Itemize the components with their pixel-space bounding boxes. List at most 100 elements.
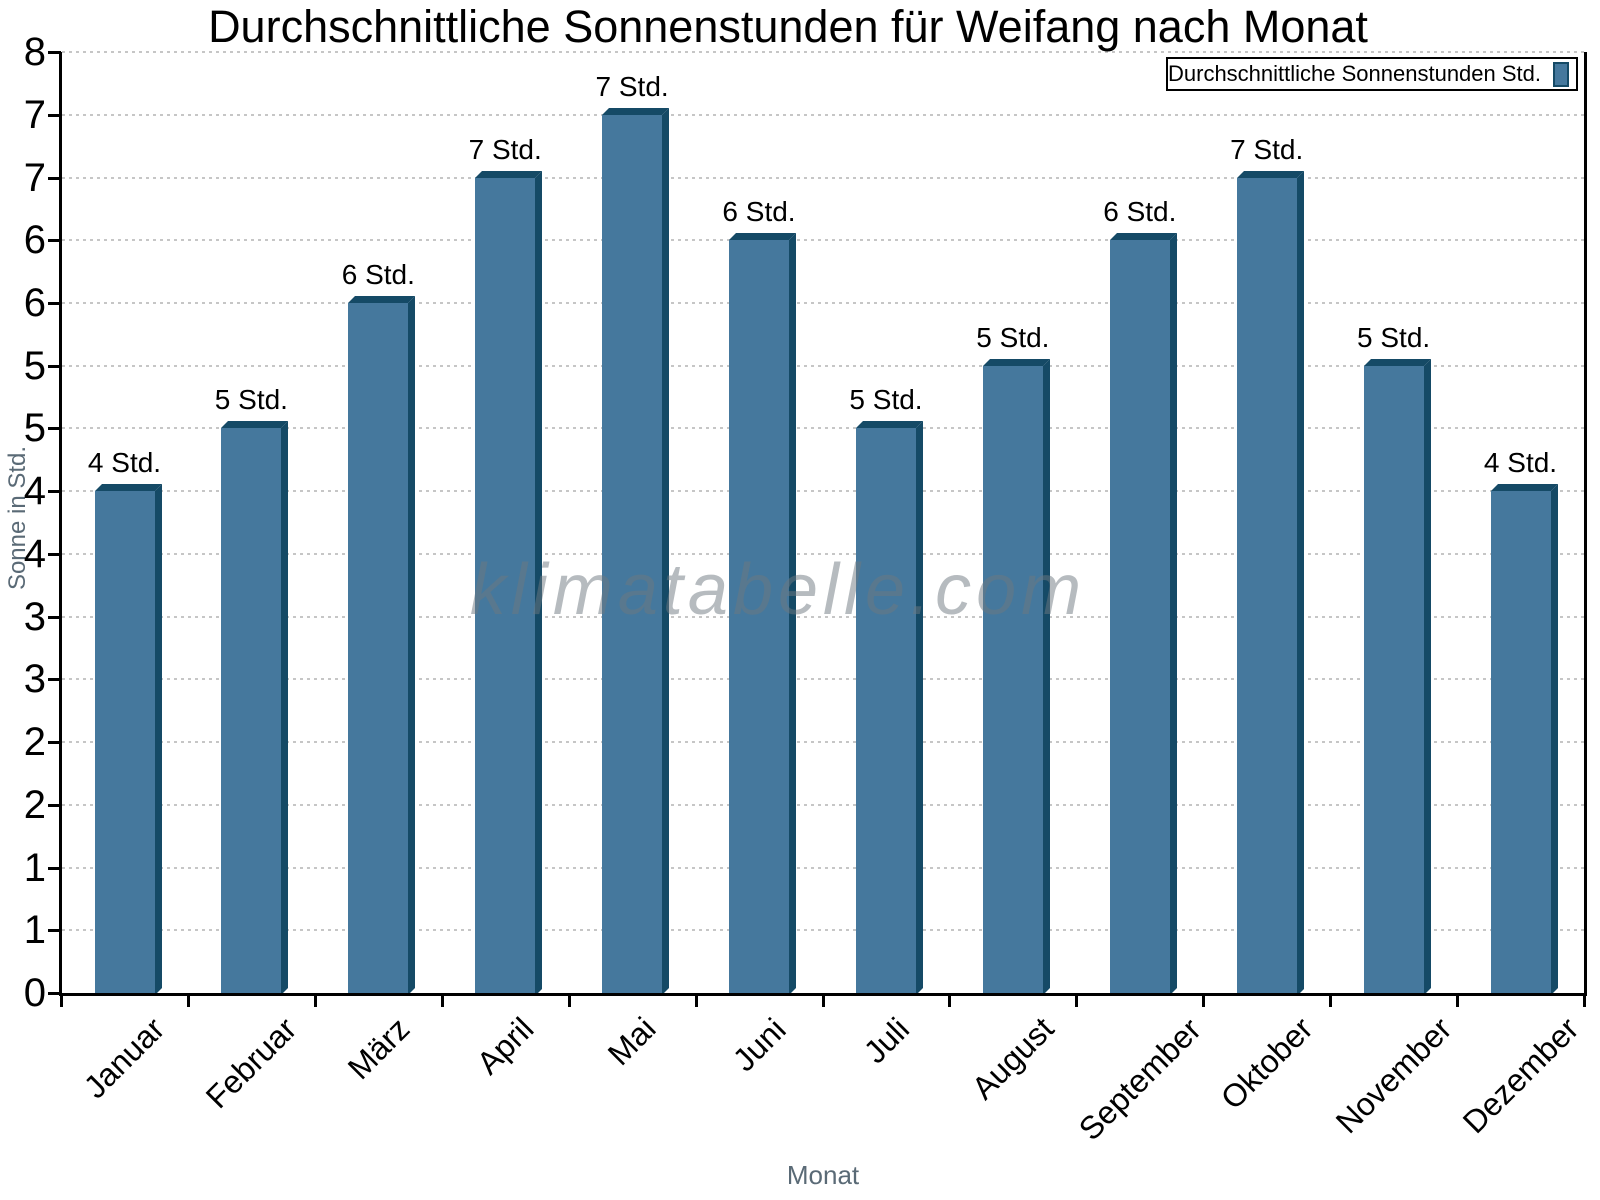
x-axis-label: Januar bbox=[77, 1010, 172, 1106]
gridline bbox=[62, 176, 1584, 179]
x-tick-mark bbox=[1329, 996, 1333, 1007]
bar-value-label: 5 Std. bbox=[214, 384, 288, 416]
gridline bbox=[62, 866, 1584, 869]
x-axis-label: Dezember bbox=[1455, 1010, 1586, 1141]
gridline bbox=[62, 113, 1584, 116]
watermark: klimatabelle.com bbox=[469, 550, 1087, 630]
y-tick-mark bbox=[48, 992, 61, 995]
x-tick-mark bbox=[440, 996, 444, 1007]
x-axis-label: Juni bbox=[725, 1010, 793, 1078]
y-tick-mark bbox=[48, 113, 61, 117]
chart-title: Durchschnittliche Sonnenstunden für Weif… bbox=[208, 1, 1368, 52]
y-tick-label: 6 bbox=[23, 218, 46, 263]
x-axis-label: Juli bbox=[856, 1010, 916, 1071]
bar-value-label: 4 Std. bbox=[1483, 447, 1558, 479]
y-tick-mark bbox=[48, 552, 61, 556]
legend: Durchschnittliche Sonnenstunden Std. bbox=[1166, 57, 1578, 91]
y-tick-label: 8 bbox=[23, 30, 46, 74]
legend-swatch bbox=[1553, 61, 1569, 87]
bar-value-label: 7 Std. bbox=[595, 70, 669, 102]
y-tick-label: 3 bbox=[23, 657, 46, 702]
bar-value-label: 6 Std. bbox=[722, 196, 796, 228]
gridline bbox=[62, 364, 1584, 367]
x-tick-mark bbox=[1583, 996, 1586, 1007]
bar-value-label: 5 Std. bbox=[849, 384, 923, 416]
y-tick-label: 5 bbox=[23, 343, 46, 388]
bar-value-label: 4 Std. bbox=[87, 447, 162, 479]
bar-oktober bbox=[1236, 177, 1297, 995]
y-tick-label: 4 bbox=[23, 469, 46, 514]
y-tick-label: 7 bbox=[23, 155, 46, 200]
x-axis-label: August bbox=[964, 1010, 1061, 1107]
y-tick-mark bbox=[48, 427, 61, 431]
y-tick-mark bbox=[48, 678, 61, 682]
y-tick-mark bbox=[48, 866, 61, 870]
y-tick-label: 1 bbox=[23, 845, 46, 890]
x-axis-label: Februar bbox=[199, 1010, 304, 1116]
x-tick-mark bbox=[821, 996, 825, 1007]
y-tick-mark bbox=[48, 239, 61, 243]
bar-value-label: 6 Std. bbox=[341, 258, 415, 290]
gridline bbox=[62, 552, 1584, 555]
x-axis-label: November bbox=[1328, 1010, 1459, 1141]
legend-label: Durchschnittliche Sonnenstunden Std. bbox=[1168, 61, 1542, 86]
gridline bbox=[62, 490, 1584, 493]
y-tick-label: 7 bbox=[23, 92, 46, 137]
x-tick-mark bbox=[1202, 996, 1206, 1007]
y-tick-label: 2 bbox=[23, 720, 46, 765]
y-tick-label: 1 bbox=[23, 908, 46, 953]
x-tick-mark bbox=[1075, 996, 1079, 1007]
bar-august bbox=[982, 365, 1043, 995]
gridline bbox=[62, 803, 1584, 806]
y-axis-line bbox=[59, 52, 62, 996]
bar-februar bbox=[221, 428, 282, 995]
x-axis-line bbox=[59, 993, 1587, 996]
x-axis-label: September bbox=[1071, 1010, 1208, 1147]
x-tick-mark bbox=[60, 996, 63, 1007]
y-tick-mark bbox=[48, 803, 61, 807]
bar-value-label: 7 Std. bbox=[1230, 133, 1304, 165]
y-tick-label: 2 bbox=[23, 782, 46, 827]
bar-mai bbox=[602, 114, 663, 995]
y-tick-mark bbox=[48, 176, 61, 180]
x-axis-label: April bbox=[469, 1010, 541, 1082]
y-tick-mark bbox=[48, 490, 61, 494]
x-axis-label: Oktober bbox=[1213, 1010, 1320, 1117]
gridline bbox=[62, 741, 1584, 744]
bar-value-label: 6 Std. bbox=[1103, 196, 1177, 228]
y-tick-mark bbox=[48, 51, 61, 54]
bar-september bbox=[1109, 240, 1170, 995]
y-tick-label: 4 bbox=[23, 531, 46, 576]
x-tick-mark bbox=[1456, 996, 1460, 1007]
bar-value-label: 5 Std. bbox=[976, 321, 1050, 353]
bar-april bbox=[475, 177, 536, 995]
gridline bbox=[62, 929, 1584, 932]
x-tick-mark bbox=[186, 996, 190, 1007]
gridline bbox=[62, 678, 1584, 681]
x-tick-mark bbox=[948, 996, 952, 1007]
y-tick-label: 6 bbox=[23, 280, 46, 325]
y-tick-mark bbox=[48, 741, 61, 745]
gridline bbox=[62, 51, 1584, 53]
plot-right-border bbox=[1584, 52, 1587, 996]
bar-märz bbox=[348, 302, 409, 995]
x-tick-mark bbox=[694, 996, 698, 1007]
y-tick-label: 5 bbox=[23, 406, 46, 451]
gridline bbox=[62, 239, 1584, 242]
bar-januar bbox=[94, 491, 155, 995]
bar-november bbox=[1363, 365, 1424, 995]
y-tick-mark bbox=[48, 615, 61, 619]
y-tick-mark bbox=[48, 929, 61, 933]
y-tick-label: 3 bbox=[23, 594, 46, 639]
gridline bbox=[62, 615, 1584, 618]
bar-dezember bbox=[1490, 491, 1551, 995]
bar-value-label: 5 Std. bbox=[1357, 321, 1431, 353]
y-tick-mark bbox=[48, 301, 61, 305]
bar-juni bbox=[729, 240, 789, 995]
y-tick-mark bbox=[48, 364, 61, 368]
bar-value-label: 7 Std. bbox=[468, 133, 542, 165]
gridline bbox=[62, 301, 1584, 304]
y-tick-label: 0 bbox=[23, 971, 46, 1015]
gridline bbox=[62, 427, 1584, 430]
